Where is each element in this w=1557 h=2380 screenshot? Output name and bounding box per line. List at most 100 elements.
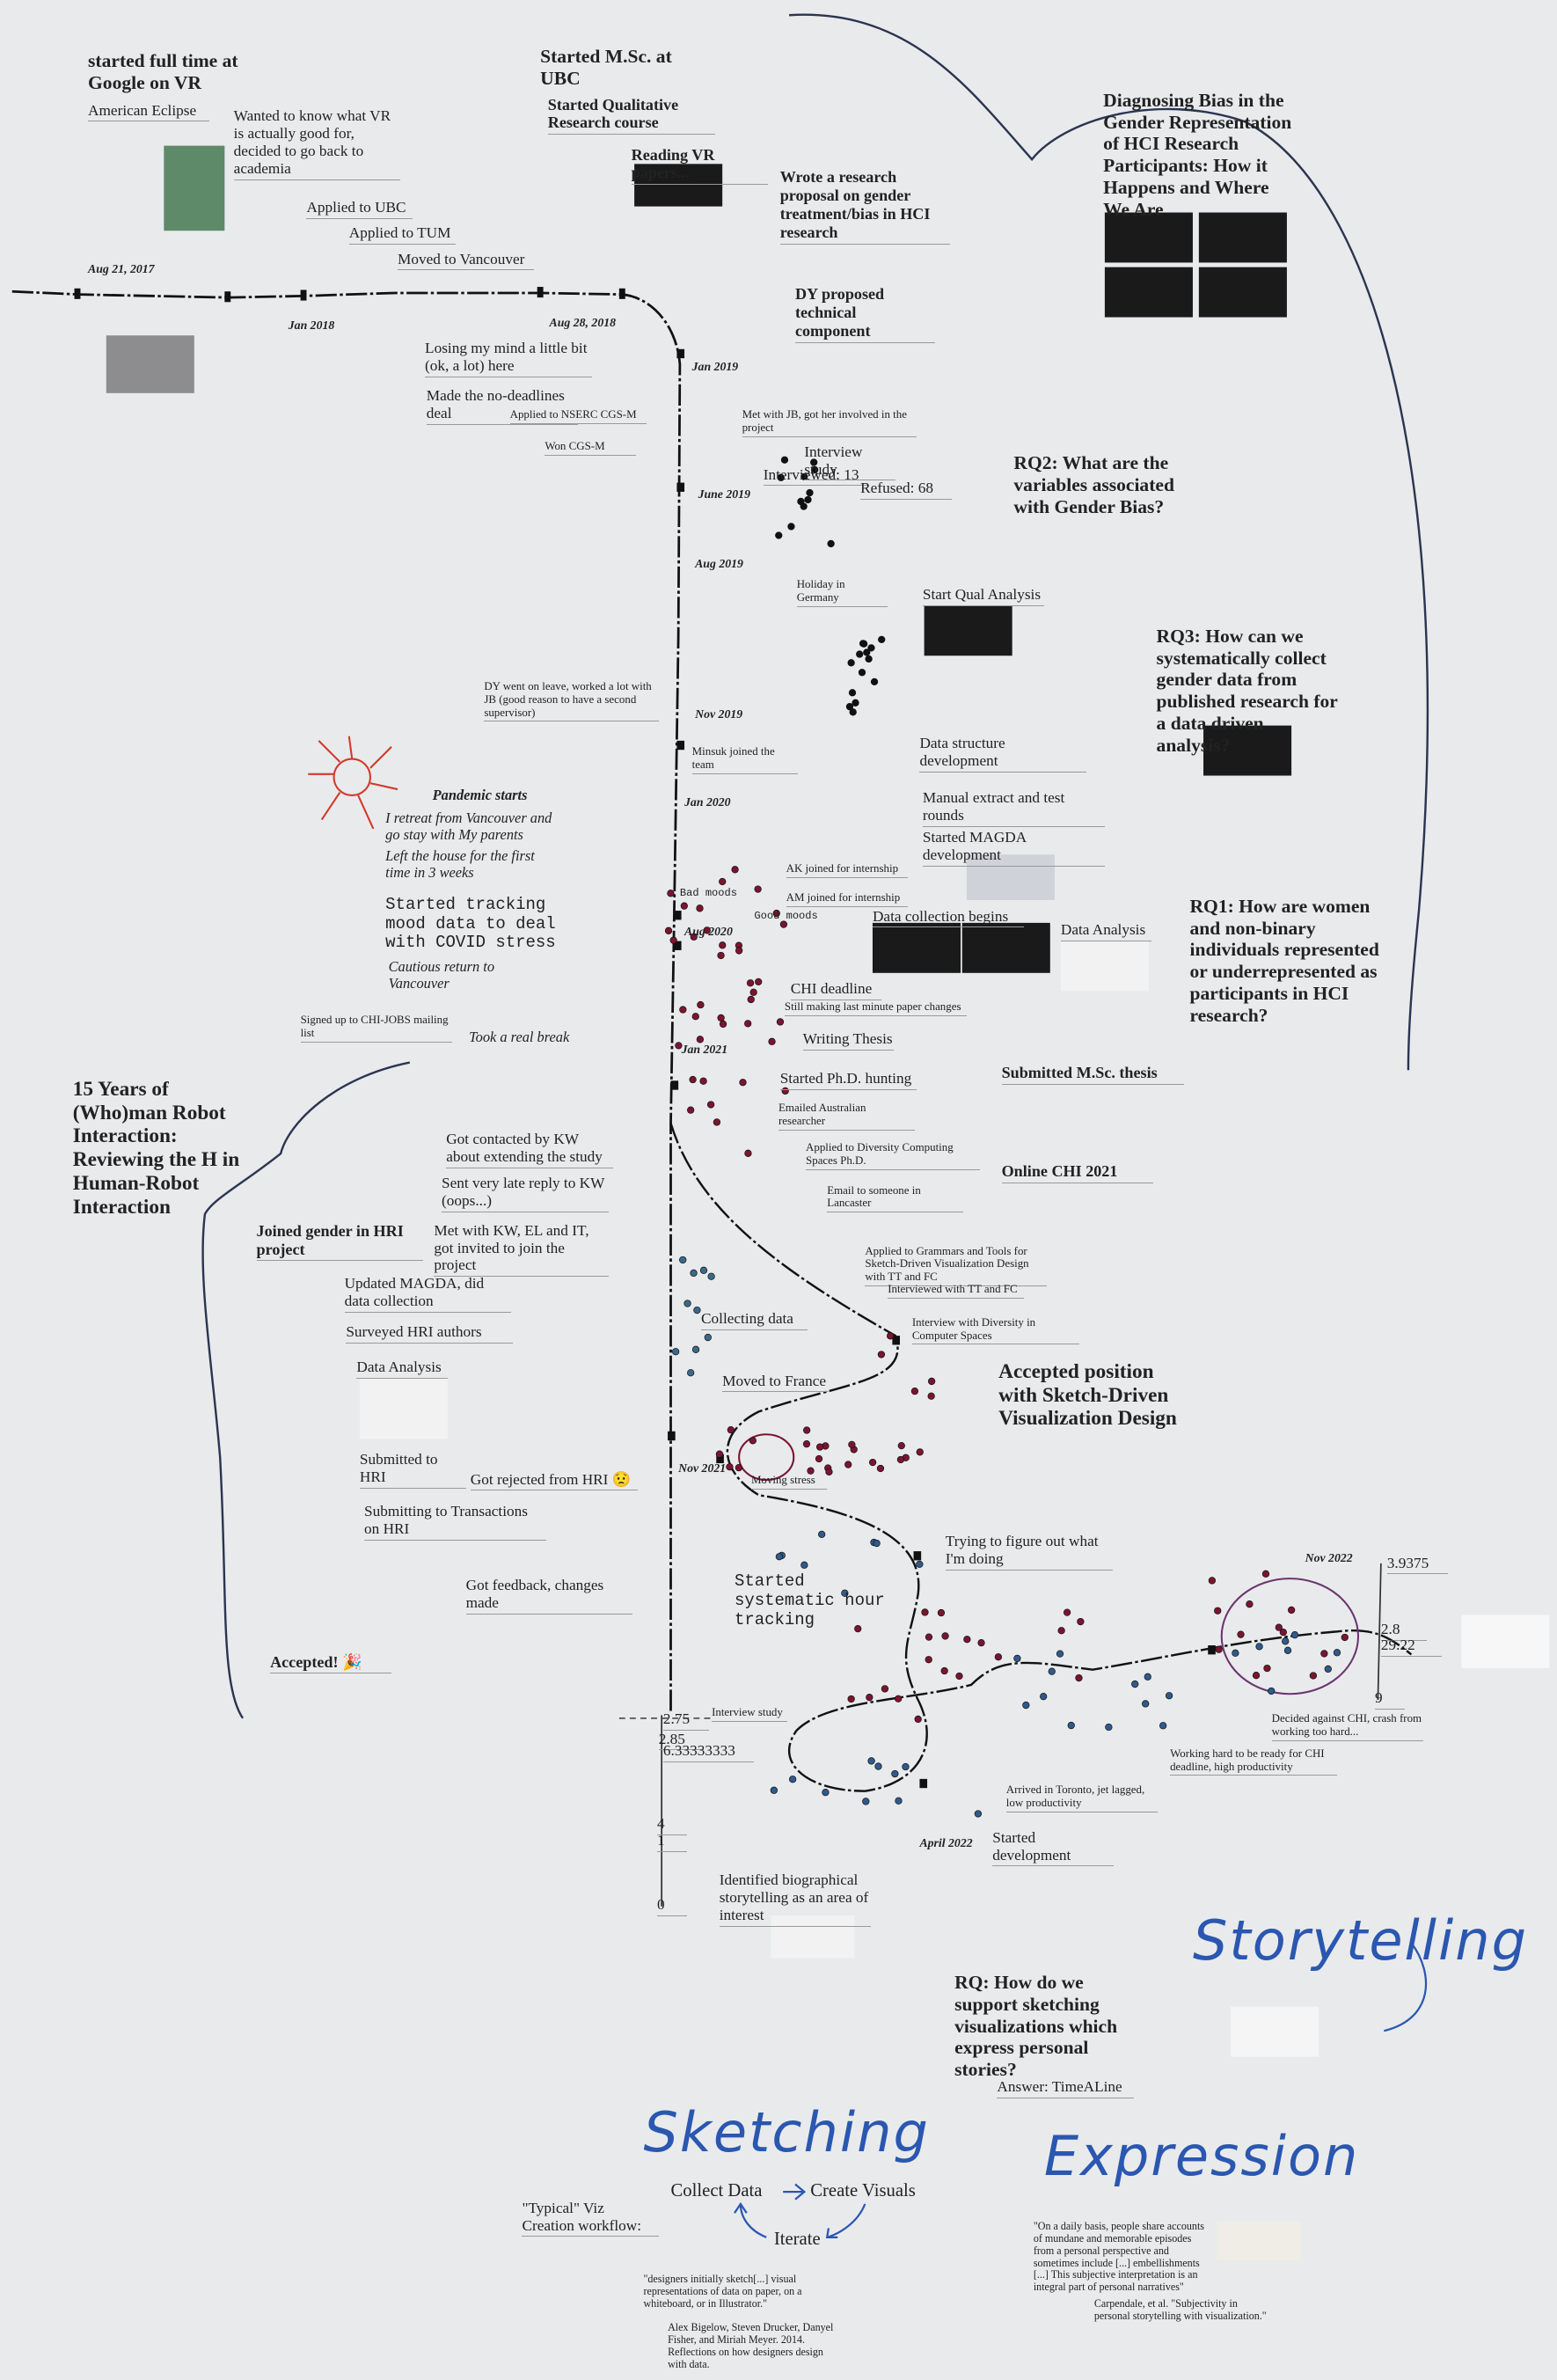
note-label: Holiday in Germany xyxy=(796,577,888,608)
dot xyxy=(925,1633,933,1641)
note-label: Wrote a research proposal on gender trea… xyxy=(779,168,950,245)
dot xyxy=(865,655,873,663)
dot xyxy=(1283,1646,1292,1654)
note-label: Working hard to be ready for CHI deadlin… xyxy=(1170,1747,1337,1776)
dot xyxy=(849,708,857,716)
note-label: Moving stress xyxy=(750,1473,828,1490)
workflow-arrows xyxy=(734,2183,866,2238)
dot xyxy=(779,920,788,928)
note-label: Started M.Sc. at UBC xyxy=(540,45,672,89)
note-label: Took a real break xyxy=(469,1028,570,1045)
dot xyxy=(873,1539,881,1548)
mood-dots xyxy=(664,456,1349,1818)
dot xyxy=(858,669,866,677)
note-label: Online CHI 2021 xyxy=(1001,1162,1154,1184)
dot xyxy=(1208,1577,1217,1585)
dot xyxy=(815,1443,824,1451)
dot xyxy=(852,699,859,707)
dot xyxy=(777,473,785,481)
note-label: Manual extract and test rounds xyxy=(922,789,1105,827)
dot xyxy=(1022,1701,1030,1710)
note-label: Interviewed: 13 xyxy=(763,466,870,487)
note-label: Met with JB, got her involved in the pro… xyxy=(742,407,917,437)
dot xyxy=(1246,1600,1254,1608)
dot xyxy=(696,1036,705,1044)
note-label: 15 Years of (Who)man Robot Interaction: … xyxy=(72,1077,240,1219)
dot xyxy=(693,1306,701,1314)
note-label: Still making last minute paper changes xyxy=(784,1000,967,1016)
note-label: I retreat from Vancouver and go stay wit… xyxy=(385,809,552,844)
note-label: AK joined for internship xyxy=(786,861,908,878)
note-label: Started Qualitative Research course xyxy=(547,96,715,135)
virus-sketch xyxy=(308,736,398,830)
dot xyxy=(1268,1687,1276,1695)
note-label: Data collection begins xyxy=(872,908,1025,928)
dot xyxy=(925,1656,932,1664)
image-thumbnails xyxy=(106,145,1550,2260)
note-label: Sent very late reply to KW (oops...) xyxy=(442,1175,609,1212)
timeline-path xyxy=(11,289,682,1712)
note-label: Aug 2019 xyxy=(695,557,743,571)
note-label: Interviewed with TT and FC xyxy=(888,1282,1025,1299)
dot xyxy=(696,904,704,912)
dot xyxy=(848,689,857,697)
note-label: Trying to figure out what I'm doing xyxy=(945,1533,1113,1571)
dot xyxy=(940,1666,948,1675)
note-label: Applied to TUM xyxy=(348,224,456,245)
note-label: Signed up to CHI-JOBS mailing list xyxy=(300,1014,453,1044)
dot xyxy=(775,1553,784,1561)
dot xyxy=(679,1006,687,1014)
note-label: Storytelling xyxy=(1192,1908,1529,1974)
dot xyxy=(683,1300,691,1307)
dot xyxy=(1324,1665,1332,1673)
dot xyxy=(749,1437,757,1445)
note-label: Moved to Vancouver xyxy=(397,251,535,271)
dot xyxy=(776,1018,785,1026)
dot xyxy=(811,465,819,474)
dot xyxy=(749,988,757,996)
dot xyxy=(719,941,727,949)
note-label: Answer: TimeALine xyxy=(997,2078,1134,2098)
note-label: American Eclipse xyxy=(88,102,210,122)
note-label: Submitted to HRI xyxy=(359,1451,466,1489)
dot xyxy=(780,456,789,464)
dot xyxy=(937,1608,946,1617)
note-label: Collect Data xyxy=(670,2181,763,2201)
note-label: Aug 2020 xyxy=(684,924,733,938)
dot xyxy=(878,635,886,644)
dot xyxy=(719,877,727,886)
note-label: Moved to France xyxy=(722,1373,829,1393)
note-label: 2.8 xyxy=(1380,1621,1427,1642)
note-label: Interview study xyxy=(804,443,895,481)
dot xyxy=(927,1392,935,1400)
dot xyxy=(1275,1623,1283,1631)
dot xyxy=(1255,1643,1263,1651)
dot xyxy=(807,1467,815,1475)
left-bracket xyxy=(201,1061,411,1719)
dot xyxy=(719,1020,727,1029)
note-label: DY went on leave, worked a lot with JB (… xyxy=(484,679,659,722)
dot xyxy=(1131,1680,1139,1688)
dot xyxy=(902,1762,910,1771)
right-bracket xyxy=(789,13,1429,1071)
dot xyxy=(699,1266,708,1274)
note-label: Diagnosing Bias in the Gender Representa… xyxy=(1103,89,1292,220)
dot xyxy=(1048,1667,1056,1675)
dot xyxy=(1333,1649,1341,1657)
dot xyxy=(963,1636,971,1644)
note-label: Won CGS-M xyxy=(545,439,636,457)
dot xyxy=(707,1272,715,1280)
dot xyxy=(800,472,808,481)
note-label: Submitted M.Sc. thesis xyxy=(1001,1064,1184,1086)
dot xyxy=(1214,1607,1222,1615)
note-label: Create Visuals xyxy=(810,2181,916,2201)
note-label: Email to someone in Lancaster xyxy=(827,1183,964,1213)
note-label: 2.85 xyxy=(658,1731,705,1751)
dot xyxy=(825,1468,833,1476)
dot xyxy=(916,1448,924,1456)
dot xyxy=(1067,1721,1075,1730)
note-label: Carpendale, et al. "Subjectivity in pers… xyxy=(1093,2296,1267,2322)
dot xyxy=(1287,1606,1296,1615)
dot xyxy=(697,1000,705,1009)
note-label: Decided against CHI, crash from working … xyxy=(1271,1711,1424,1741)
